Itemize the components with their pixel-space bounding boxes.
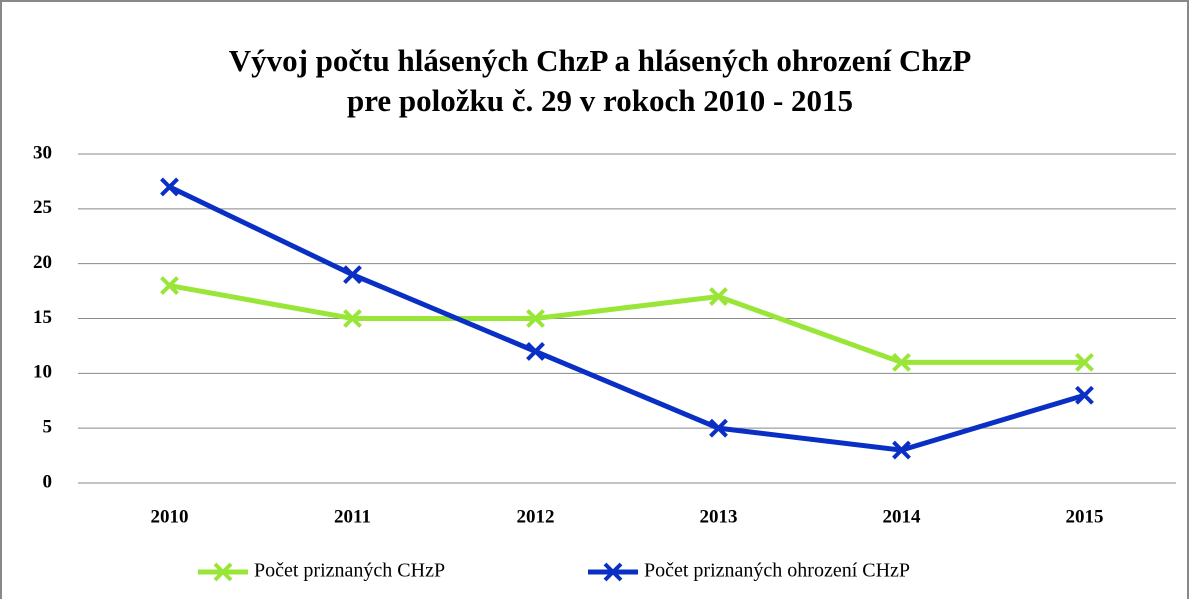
data-point: [709, 418, 728, 438]
y-tick-label: 0: [43, 471, 53, 492]
data-point: [526, 309, 545, 328]
data-point: [1075, 385, 1094, 405]
series-line: [168, 184, 1086, 453]
x-tick-label: 2015: [1066, 506, 1104, 527]
chart-title: pre položku č. 29 v rokoch 2010 - 2015: [347, 83, 853, 118]
x-tick-label: 2014: [883, 506, 922, 527]
x-tick-label: 2013: [700, 506, 738, 527]
legend-label: Počet priznaných ohrození CHzP: [644, 560, 910, 582]
data-point: [892, 440, 911, 460]
data-point: [892, 352, 911, 372]
y-tick-label: 25: [33, 197, 52, 218]
legend-marker: [603, 562, 623, 582]
x-tick-label: 2012: [517, 506, 555, 527]
y-tick-label: 15: [33, 307, 52, 328]
legend-marker: [213, 562, 233, 582]
y-tick-label: 5: [43, 417, 53, 438]
y-tick-label: 10: [33, 362, 52, 383]
data-point: [526, 341, 545, 361]
y-tick-label: 20: [33, 252, 52, 273]
data-point: [343, 265, 362, 285]
chart-title: Vývoj počtu hlásených ChzP a hlásených o…: [229, 43, 972, 78]
data-point: [160, 276, 179, 296]
x-tick-label: 2011: [334, 506, 371, 527]
data-point: [709, 287, 728, 306]
y-tick-label: 30: [33, 142, 52, 163]
series-line: [169, 283, 1085, 365]
x-tick-label: 2010: [151, 506, 189, 527]
data-point: [160, 177, 179, 197]
data-point: [1075, 352, 1094, 372]
data-point: [343, 309, 362, 328]
legend-label: Počet priznaných CHzP: [254, 560, 445, 582]
